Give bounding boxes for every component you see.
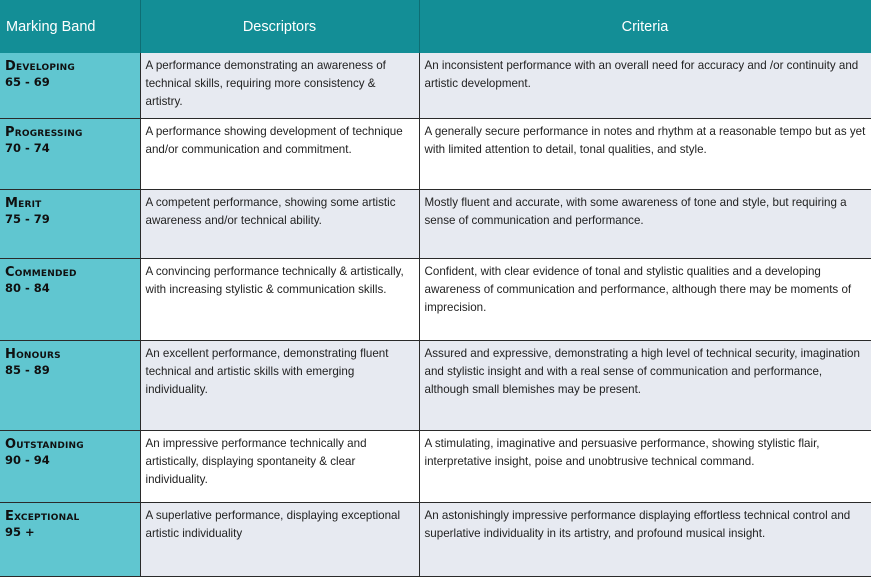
descriptor-cell: A superlative performance, displaying ex… xyxy=(140,502,420,577)
band-cell: Merit 75 - 79 xyxy=(0,189,141,259)
criteria-cell: A generally secure performance in notes … xyxy=(419,118,871,191)
band-cell: Progressing 70 - 74 xyxy=(0,118,141,191)
band-range: 80 - 84 xyxy=(5,280,50,295)
band-name: Developing xyxy=(5,59,75,74)
criteria-cell: An inconsistent performance with an over… xyxy=(419,53,871,120)
table-row: Developing 65 - 69 A performance demonst… xyxy=(0,53,871,120)
band-cell: Developing 65 - 69 xyxy=(0,53,141,120)
band-name: Exceptional xyxy=(5,508,80,524)
band-range: 75 - 79 xyxy=(5,212,50,227)
band-range: 85 - 89 xyxy=(5,363,50,378)
descriptor-cell: An excellent performance, demonstrating … xyxy=(140,340,420,431)
criteria-cell: Mostly fluent and accurate, with some aw… xyxy=(419,189,871,259)
descriptor-cell: A competent performance, showing some ar… xyxy=(140,189,420,259)
table-row: Exceptional 95 + A superlative performan… xyxy=(0,502,871,577)
criteria-cell: A stimulating, imaginative and persuasiv… xyxy=(419,430,871,503)
descriptor-cell: An impressive performance technically an… xyxy=(140,430,420,503)
band-cell: Commended 80 - 84 xyxy=(0,258,141,342)
band-range: 90 - 94 xyxy=(5,452,50,467)
table-row: Merit 75 - 79 A competent performance, s… xyxy=(0,189,871,259)
band-cell: Exceptional 95 + xyxy=(0,502,141,577)
header-marking-band: Marking Band xyxy=(0,0,141,53)
band-name: Commended xyxy=(5,264,77,280)
band-cell: Honours 85 - 89 xyxy=(0,340,141,431)
table-row: Honours 85 - 89 An excellent performance… xyxy=(0,340,871,431)
descriptor-cell: A performance showing development of tec… xyxy=(140,118,420,191)
table-row: Commended 80 - 84 A convincing performan… xyxy=(0,258,871,342)
criteria-cell: Confident, with clear evidence of tonal … xyxy=(419,258,871,342)
band-range: 95 + xyxy=(5,524,35,539)
band-range: 70 - 74 xyxy=(5,141,50,156)
criteria-cell: An astonishingly impressive performance … xyxy=(419,502,871,577)
criteria-cell: Assured and expressive, demonstrating a … xyxy=(419,340,871,431)
band-cell: Outstanding 90 - 94 xyxy=(0,430,141,503)
band-name: Progressing xyxy=(5,125,83,141)
header-descriptors: Descriptors xyxy=(140,0,420,53)
band-name: Outstanding xyxy=(5,436,84,452)
header-row: Marking Band Descriptors Criteria xyxy=(0,0,871,53)
descriptor-cell: A convincing performance technically & a… xyxy=(140,258,420,342)
band-name: Honours xyxy=(5,347,61,363)
table-row: Outstanding 90 - 94 An impressive perfor… xyxy=(0,430,871,503)
table-row: Progressing 70 - 74 A performance showin… xyxy=(0,118,871,191)
band-name: Merit xyxy=(5,196,42,212)
band-range: 65 - 69 xyxy=(5,75,50,89)
descriptor-cell: A performance demonstrating an awareness… xyxy=(140,53,420,120)
header-criteria: Criteria xyxy=(419,0,871,53)
